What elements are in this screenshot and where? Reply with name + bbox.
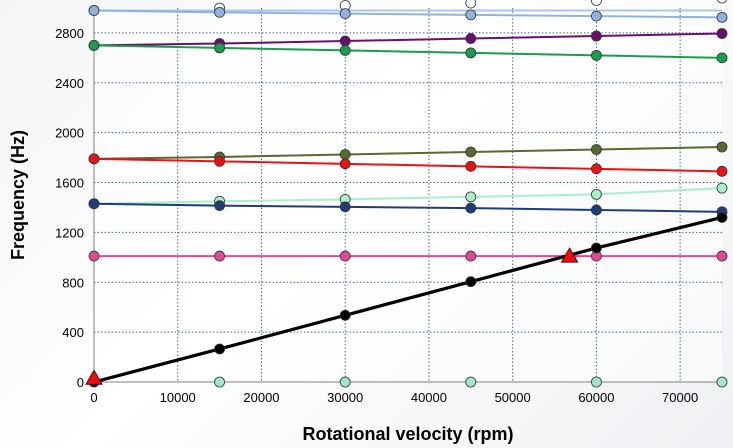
data-point	[339, 201, 351, 213]
tick-labels: 0 10000 20000 30000 40000 50000 60000 70000 0 400…	[55, 26, 698, 405]
data-point	[591, 144, 602, 155]
data-point	[465, 191, 477, 203]
data-point	[591, 49, 602, 61]
triangle-marker	[85, 369, 103, 385]
data-point	[465, 160, 477, 172]
x-tick-label: 0	[90, 390, 97, 405]
data-point	[591, 376, 602, 388]
data-point	[339, 309, 351, 321]
series-layer	[88, 0, 728, 388]
x-tick-label: 40000	[411, 390, 447, 405]
x-tick-label: 30000	[327, 390, 363, 405]
data-point	[465, 276, 477, 288]
data-point	[88, 5, 100, 16]
x-tick-label: 70000	[662, 390, 698, 405]
y-tick-label: 800	[62, 275, 84, 290]
data-point	[214, 6, 226, 18]
data-point	[465, 33, 477, 44]
y-tick-label: 0	[77, 375, 84, 390]
x-axis-title: Rotational velocity (rpm)	[302, 424, 513, 444]
y-tick-label: 2800	[55, 26, 84, 41]
data-point	[591, 30, 602, 42]
data-point	[214, 200, 226, 211]
data-point	[339, 376, 351, 388]
data-point	[591, 204, 602, 216]
data-point	[591, 10, 602, 22]
data-point	[465, 202, 477, 214]
data-point	[88, 153, 100, 165]
data-point	[214, 250, 226, 262]
series-line	[93, 187, 723, 205]
data-point	[88, 40, 100, 51]
y-tick-label: 2400	[55, 76, 84, 91]
data-point	[591, 242, 602, 254]
data-point	[716, 28, 728, 39]
data-point	[339, 8, 351, 20]
series-line	[93, 9, 723, 19]
data-point	[591, 188, 602, 200]
data-point	[214, 343, 226, 355]
series-line	[93, 32, 723, 47]
series-line	[93, 202, 723, 213]
series-8	[88, 250, 728, 262]
data-point	[214, 376, 226, 388]
data-point	[716, 141, 728, 153]
series-9	[214, 376, 728, 388]
y-tick-label: 1600	[55, 176, 84, 191]
series-line	[93, 146, 723, 160]
data-point	[716, 182, 728, 194]
data-point	[465, 0, 477, 9]
y-axis-title: Frequency (Hz)	[8, 130, 28, 260]
data-point	[716, 250, 728, 262]
series-3	[88, 40, 728, 64]
data-point	[465, 250, 477, 262]
data-point	[339, 44, 351, 56]
y-tick-label: 2000	[55, 126, 84, 141]
data-point	[465, 146, 477, 158]
series-line	[93, 157, 723, 173]
data-point	[339, 35, 351, 47]
data-point	[716, 376, 728, 388]
data-point	[716, 11, 728, 23]
data-point	[591, 163, 602, 175]
data-point	[339, 158, 351, 170]
x-tick-label: 50000	[495, 390, 531, 405]
series-7	[88, 198, 728, 218]
data-point	[591, 0, 602, 6]
series-5	[88, 153, 728, 177]
data-point	[716, 165, 728, 177]
series-line	[93, 215, 723, 384]
data-point	[88, 250, 100, 262]
axes	[93, 8, 722, 383]
data-point	[716, 52, 728, 64]
data-point	[339, 250, 351, 262]
x-tick-label: 10000	[160, 390, 196, 405]
x-tick-label: 60000	[578, 390, 614, 405]
plot-area-background	[94, 8, 722, 382]
series-line	[93, 44, 723, 59]
data-point	[214, 42, 226, 54]
data-point	[465, 376, 477, 388]
annotations-layer	[85, 247, 579, 385]
series-1	[88, 5, 728, 23]
triangle-marker	[560, 247, 579, 263]
data-point	[465, 47, 477, 59]
data-point	[339, 149, 351, 160]
data-point	[88, 198, 100, 210]
data-point	[716, 212, 728, 223]
series-4	[88, 141, 728, 165]
y-tick-label: 1200	[55, 225, 84, 240]
data-point	[465, 9, 477, 21]
data-point	[214, 155, 226, 167]
x-tick-label: 20000	[243, 390, 279, 405]
y-tick-label: 400	[62, 325, 84, 340]
series-0	[88, 0, 728, 16]
data-point	[716, 0, 728, 4]
